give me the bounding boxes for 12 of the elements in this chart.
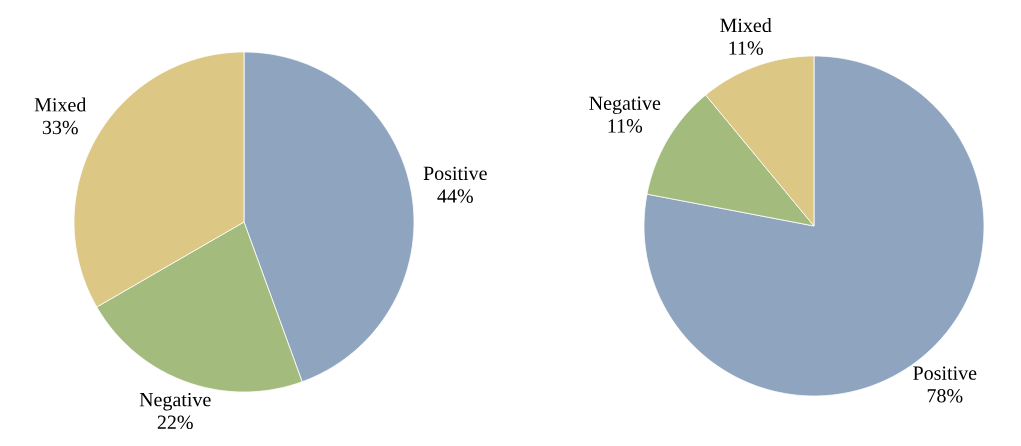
data-label: 22% [157,415,193,430]
slice-label: Positive [423,166,487,181]
data-label: 78% [927,389,963,403]
data-label: 33% [42,120,78,135]
slice-label: Negative [589,96,661,115]
data-label: 44% [437,189,473,203]
data-label: 11% [608,119,643,133]
slice-label: Negative [139,392,211,411]
slice-label: Positive [913,366,977,380]
data-label: 11% [729,41,763,55]
slice-label: Mixed [720,18,772,33]
slice-label: Mixed [34,97,87,112]
